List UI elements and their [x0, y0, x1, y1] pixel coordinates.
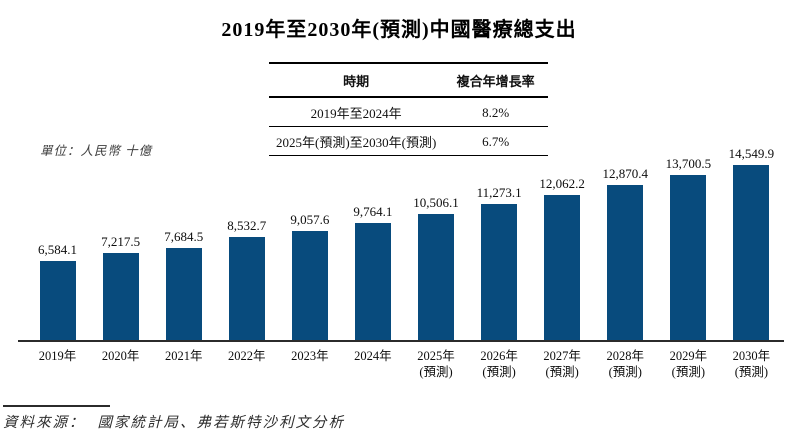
- x-axis-label-year: 2029年: [669, 349, 708, 363]
- bar-group: 11,273.1: [468, 185, 531, 340]
- unit-label: 單位：人民幣 十億: [40, 144, 153, 158]
- bars-area: 6,584.1 7,217.5 7,684.5 8,532.7 9,057.6 9,764…: [26, 138, 783, 340]
- bar-value-label: 9,057.6: [290, 212, 330, 228]
- bar-group: 6,584.1: [26, 242, 89, 340]
- bar: [418, 213, 454, 340]
- x-axis-label-forecast: (預測): [545, 365, 579, 379]
- x-axis-label-year: 2026年: [480, 349, 518, 363]
- cagr-table-header-row: 時期 複合年增長率: [269, 63, 548, 98]
- x-axis-label: 2020年: [89, 348, 152, 380]
- x-axis-label-year: 2030年: [732, 349, 771, 363]
- bar-value-label: 6,584.1: [38, 241, 78, 257]
- x-axis-label-year: 2019年: [38, 349, 77, 363]
- x-axis-label-year: 2020年: [101, 349, 140, 363]
- bar-group: 7,217.5: [89, 234, 152, 340]
- chart-title: 2019年至2030年(預測)中國醫療總支出: [221, 19, 577, 41]
- bar-group: 9,764.1: [341, 204, 404, 340]
- bar: [165, 247, 202, 340]
- x-axis-label: 2023年: [278, 348, 341, 380]
- x-axis-labels: 2019年 2020年 2021年 2022年 2023年 2024年 2025年 (預測) 2…: [26, 342, 783, 380]
- x-axis-label-forecast: (預測): [419, 365, 453, 379]
- x-axis-label: 2024年: [341, 348, 404, 380]
- bar-group: 14,549.9: [720, 146, 783, 340]
- bar: [607, 185, 644, 340]
- source-note: 資料來源： 國家統計局、弗若斯特沙利文分析: [3, 411, 345, 432]
- bar: [39, 260, 76, 340]
- x-axis-label-year: 2023年: [291, 349, 329, 363]
- source-divider: [3, 405, 110, 407]
- x-axis-label: 2029年 (預測): [657, 348, 720, 380]
- bar-value-label: 8,532.7: [227, 218, 267, 234]
- x-axis-label-year: 2027年: [543, 349, 581, 363]
- x-axis-line: [18, 340, 784, 342]
- x-axis-label: 2027年 (預測): [531, 348, 594, 380]
- cagr-table-header-cagr: 複合年增長率: [443, 63, 548, 98]
- x-axis-label-forecast: (預測): [482, 365, 516, 379]
- bar-value-label: 13,700.5: [665, 156, 712, 172]
- x-axis-label: 2028年 (預測): [594, 348, 657, 380]
- x-axis-label: 2030年 (預測): [720, 348, 783, 380]
- bar-value-label: 9,764.1: [353, 203, 393, 219]
- x-axis-label: 2025年 (預測): [404, 348, 467, 380]
- bar-value-label: 14,549.9: [728, 146, 775, 161]
- bar-value-label: 7,684.5: [164, 228, 204, 244]
- source-text: 國家統計局、弗若斯特沙利文分析: [97, 415, 345, 431]
- bar-value-label: 12,870.4: [602, 166, 648, 182]
- x-axis-label-forecast: (預測): [734, 365, 769, 379]
- cagr-table-header-period: 時期: [269, 63, 444, 98]
- x-axis-label-year: 2022年: [228, 349, 266, 363]
- bar-value-label: 7,217.5: [101, 234, 141, 250]
- bar-group: 9,057.6: [278, 212, 341, 340]
- cagr-cell: 8.2%: [443, 97, 548, 127]
- source-label: 資料來源：: [3, 415, 86, 431]
- bar-chart: 6,584.1 7,217.5 7,684.5 8,532.7 9,057.6 9,764…: [18, 138, 784, 380]
- x-axis-label-forecast: (預測): [671, 365, 705, 379]
- x-axis-label-year: 2025年: [417, 349, 455, 363]
- cagr-table: 時期 複合年增長率 2019年至2024年 8.2% 2025年(預測)至203…: [269, 62, 548, 156]
- table-row: 2025年(預測)至2030年(預測) 6.7%: [269, 126, 548, 156]
- x-axis-label-year: 2021年: [164, 349, 203, 363]
- bar: [544, 194, 581, 340]
- table-row: 2019年至2024年 8.2%: [269, 97, 548, 127]
- x-axis-label-year: 2028年: [606, 349, 644, 363]
- bar-value-label: 11,273.1: [476, 185, 522, 201]
- x-axis-label: 2026年 (預測): [468, 348, 531, 380]
- bar-group: 13,700.5: [657, 156, 720, 340]
- x-axis-label-forecast: (預測): [608, 365, 642, 379]
- period-cell: 2025年(預測)至2030年(預測): [269, 126, 444, 156]
- x-axis-label: 2019年: [26, 348, 89, 380]
- bar-group: 7,684.5: [152, 229, 215, 340]
- bar: [354, 222, 391, 340]
- bar-group: 12,062.2: [531, 176, 594, 340]
- cagr-cell: 6.7%: [443, 126, 548, 156]
- bar-group: 12,870.4: [594, 166, 657, 340]
- period-cell: 2019年至2024年: [269, 97, 444, 127]
- bar-group: 10,506.1: [404, 195, 467, 340]
- x-axis-label: 2021年: [152, 348, 215, 380]
- bar: [102, 253, 139, 340]
- bar: [733, 165, 770, 340]
- bar: [228, 237, 265, 340]
- bar: [670, 175, 707, 340]
- bar: [291, 231, 328, 340]
- bar: [481, 204, 518, 340]
- bar-group: 8,532.7: [215, 218, 278, 340]
- bar-value-label: 12,062.2: [539, 175, 585, 191]
- x-axis-label-year: 2024年: [354, 349, 392, 363]
- bar-value-label: 10,506.1: [413, 194, 459, 210]
- x-axis-label: 2022年: [215, 348, 278, 380]
